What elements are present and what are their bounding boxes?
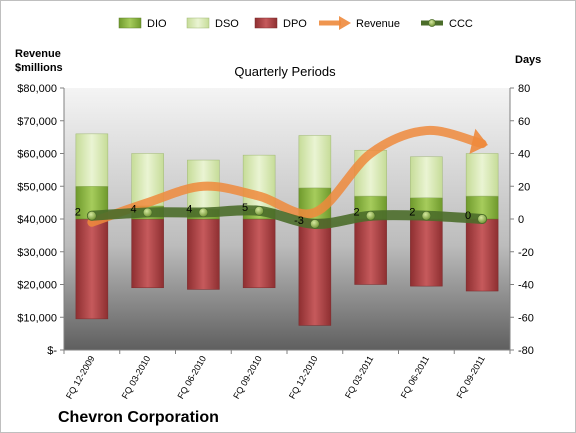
ccc-marker	[86, 210, 97, 221]
ccc-marker	[365, 210, 376, 221]
ccc-data-label: 2	[75, 207, 81, 219]
company-name: Chevron Corporation	[58, 409, 219, 426]
legend-swatch-revenue	[319, 16, 351, 30]
chart-subtitle: Quarterly Periods	[234, 64, 336, 79]
right-tick-label: 20	[518, 181, 530, 193]
legend-label-dso: DSO	[215, 18, 239, 30]
ccc-data-label: 5	[242, 202, 248, 214]
bar-dso	[75, 133, 109, 187]
right-axis-title: Days	[515, 54, 541, 66]
left-tick-label: $80,000	[17, 83, 57, 95]
legend-label-revenue: Revenue	[356, 18, 400, 30]
left-tick-label: $50,000	[17, 181, 57, 193]
ccc-data-label: 4	[131, 203, 137, 215]
right-tick-label: 80	[518, 83, 530, 95]
right-axis-ticks: -80 -60 -40 -20 0 20 40 60 80	[510, 83, 534, 357]
right-tick-label: -20	[518, 247, 534, 259]
right-tick-label: -40	[518, 280, 534, 292]
left-axis-title-line2: $millions	[15, 62, 63, 74]
x-axis-ticks: FQ 12-2009 FQ 03-2010 FQ 06-2010 FQ 09-2010…	[63, 350, 511, 401]
bar-dso	[465, 153, 499, 197]
left-tick-label: $60,000	[17, 149, 57, 161]
legend-label-dio: DIO	[147, 18, 167, 30]
legend-label-ccc: CCC	[449, 18, 473, 30]
ccc-marker	[142, 207, 153, 218]
left-tick-label: $-	[47, 345, 57, 357]
legend-swatch-dso	[186, 17, 210, 29]
ccc-data-label: 2	[409, 207, 415, 219]
left-axis-title-line1: Revenue	[15, 48, 61, 60]
bar-dso	[410, 156, 443, 198]
bar-dpo	[354, 218, 387, 285]
bar-dpo	[131, 218, 164, 289]
bar-dso	[298, 135, 332, 189]
right-tick-label: -60	[518, 312, 534, 324]
left-tick-label: $40,000	[17, 214, 57, 226]
ccc-data-label: -3	[294, 215, 304, 227]
revenue-arrowhead	[469, 128, 488, 155]
x-tick-label: FQ 12-2010	[287, 354, 320, 401]
bar-dpo	[465, 218, 499, 292]
x-tick-label: FQ 12-2009	[64, 354, 97, 401]
revenue-line	[87, 126, 487, 227]
bar-dpo	[242, 218, 276, 289]
ccc-marker	[477, 214, 488, 224]
ccc-marker	[309, 219, 320, 229]
legend: DIO DSO DPO Revenue CCC	[118, 16, 473, 30]
x-tick-label: FQ 09-2011	[455, 354, 487, 400]
bar-dpo	[187, 218, 220, 290]
left-axis-ticks: $- $10,000 $20,000 $30,000 $40,000 $50,000 $60…	[17, 83, 64, 357]
right-tick-label: 60	[518, 116, 530, 128]
revenue-series	[87, 126, 488, 227]
x-tick-label: FQ 06-2011	[399, 354, 431, 400]
ccc-marker	[421, 210, 432, 221]
legend-swatch-ccc	[421, 19, 443, 27]
x-tick-label: FQ 09-2010	[231, 354, 264, 401]
ccc-data-label: 2	[354, 207, 360, 219]
x-tick-label: FQ 06-2010	[175, 354, 208, 401]
legend-swatch-dpo	[254, 17, 278, 29]
ccc-data-label: 4	[186, 203, 192, 215]
legend-label-dpo: DPO	[283, 18, 307, 30]
right-tick-label: -80	[518, 345, 534, 357]
left-tick-label: $70,000	[17, 116, 57, 128]
left-tick-label: $10,000	[17, 312, 57, 324]
legend-swatch-dio	[118, 17, 142, 29]
right-tick-label: 40	[518, 149, 530, 161]
bar-dpo	[75, 218, 109, 320]
ccc-series: 2 4 4 5 -3 2 2 0	[75, 202, 488, 229]
ccc-data-label: 0	[465, 210, 471, 222]
bar-dpo	[298, 218, 332, 326]
ccc-marker	[198, 207, 209, 218]
x-tick-label: FQ 03-2010	[120, 354, 153, 401]
left-tick-label: $20,000	[17, 280, 57, 292]
right-tick-label: 0	[518, 214, 524, 226]
ccc-marker	[254, 205, 265, 216]
left-tick-label: $30,000	[17, 247, 57, 259]
x-tick-label: FQ 03-2011	[343, 354, 375, 400]
bar-dpo	[410, 218, 443, 287]
